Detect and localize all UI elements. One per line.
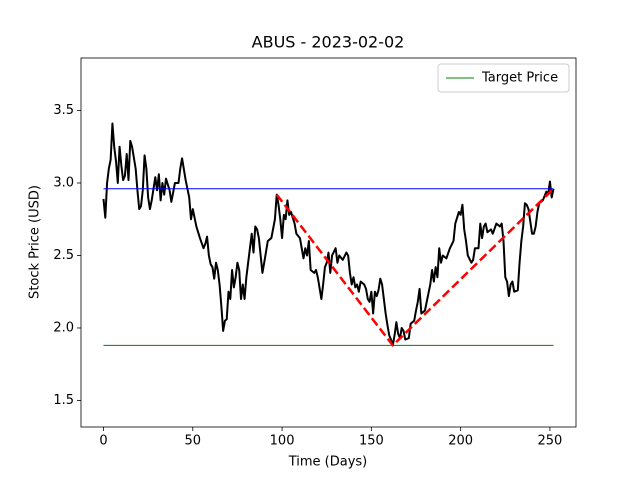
x-tick-label: 150 bbox=[359, 434, 384, 449]
axes-frame bbox=[80, 57, 577, 428]
x-axis-label: Time (Days) bbox=[288, 455, 368, 470]
y-tick-label: 1.5 bbox=[53, 393, 74, 408]
x-tick-label: 250 bbox=[538, 434, 563, 449]
plot-area: 0 50 100 150 200 250 1.5 2.0 2.5 3.0 3.5 Target Pri… bbox=[53, 57, 577, 449]
y-axis-label: Stock Price (USD) bbox=[28, 185, 43, 299]
y-tick-label: 2.0 bbox=[53, 320, 74, 335]
y-tick-label: 3.0 bbox=[53, 175, 74, 190]
x-tick-label: 50 bbox=[185, 434, 202, 449]
series-line bbox=[275, 187, 555, 347]
x-tick-label: 200 bbox=[448, 434, 473, 449]
legend: Target Price bbox=[437, 63, 570, 93]
chart-title: ABUS - 2023-02-02 bbox=[252, 33, 405, 52]
x-tick-label: 0 bbox=[99, 434, 107, 449]
y-tick-label: 3.5 bbox=[53, 103, 74, 118]
x-tick-label: 100 bbox=[270, 434, 295, 449]
legend-box bbox=[437, 63, 570, 93]
series-line bbox=[102, 122, 555, 347]
y-tick-label: 2.5 bbox=[53, 248, 74, 263]
legend-label: Target Price bbox=[481, 71, 558, 86]
